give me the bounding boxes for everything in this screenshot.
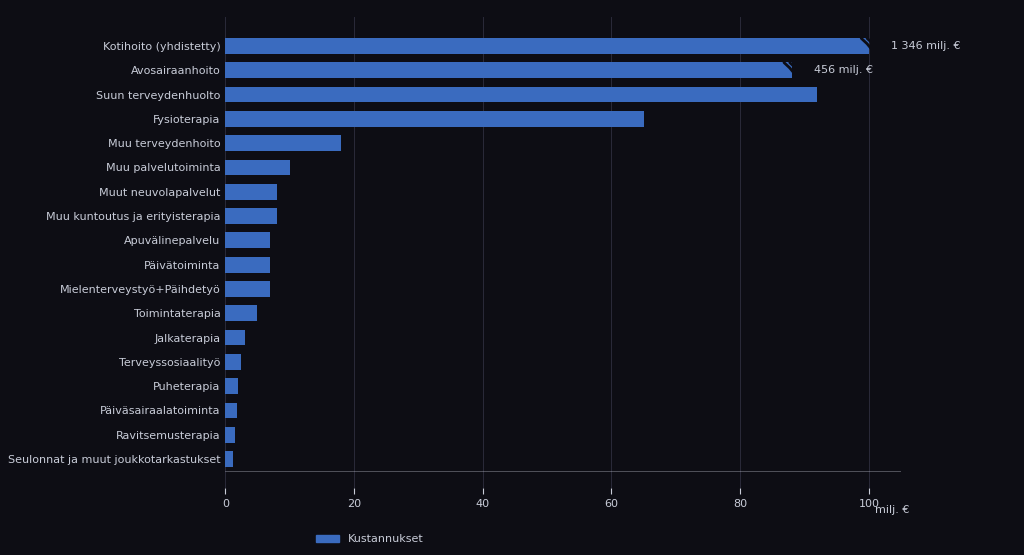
Bar (225, 135, 341, 151)
Bar (225, 62, 792, 78)
Bar (225, 379, 239, 394)
Bar (225, 281, 270, 297)
Bar (225, 451, 233, 467)
Bar (225, 402, 237, 418)
Bar (225, 257, 270, 273)
Text: 456 milj. €: 456 milj. € (814, 65, 873, 75)
Bar (225, 233, 270, 248)
Bar (225, 184, 276, 200)
Bar (225, 38, 869, 54)
Bar (225, 427, 234, 443)
Bar (225, 354, 242, 370)
Bar (225, 330, 245, 345)
Text: 1 346 milj. €: 1 346 milj. € (892, 41, 961, 51)
Legend: Kustannukset: Kustannukset (312, 530, 428, 549)
Bar (225, 305, 257, 321)
Text: milj. €: milj. € (876, 505, 909, 515)
Bar (225, 87, 817, 103)
Bar (225, 160, 290, 175)
Bar (225, 208, 276, 224)
Bar (225, 111, 644, 127)
